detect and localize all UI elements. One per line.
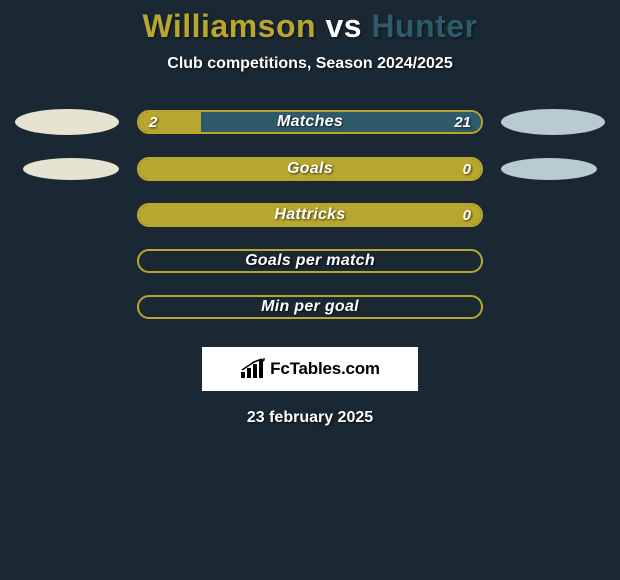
stat-label: Goals [139,159,481,179]
stat-value-right: 0 [463,159,471,179]
player2-badge [501,109,605,135]
player1-name: Williamson [142,8,316,44]
date: 23 february 2025 [0,409,620,427]
stat-bar: Hattricks0 [137,203,483,227]
stat-row: Goals per match [8,249,612,273]
chart-icon [240,358,266,380]
stat-bar: Min per goal [137,295,483,319]
stat-row: Min per goal [8,295,612,319]
vs-text: vs [325,8,362,44]
stat-rows: Matches221Goals0Hattricks0Goals per matc… [0,109,620,319]
stat-value-right: 21 [454,112,471,132]
logo-box: FcTables.com [202,347,418,391]
stat-value-left: 2 [149,112,157,132]
stat-value-right: 0 [463,205,471,225]
subtitle: Club competitions, Season 2024/2025 [0,55,620,73]
stat-label: Hattricks [139,205,481,225]
stat-row: Hattricks0 [8,203,612,227]
stat-label: Min per goal [139,297,481,317]
player2-name: Hunter [371,8,477,44]
stat-row: Goals0 [8,157,612,181]
player1-badge [23,158,119,180]
stat-row: Matches2 21 [8,109,612,135]
player2-badge [501,158,597,180]
comparison-infographic: Williamson vs Hunter Club competitions, … [0,0,620,427]
stat-bar: Goals0 [137,157,483,181]
stat-bar: Matches2 21 [137,110,483,134]
stat-label: Goals per match [139,251,481,271]
title: Williamson vs Hunter [0,8,620,45]
logo-text: FcTables.com [270,359,380,379]
stat-label: Matches [139,112,481,132]
player1-badge [15,109,119,135]
stat-bar: Goals per match [137,249,483,273]
